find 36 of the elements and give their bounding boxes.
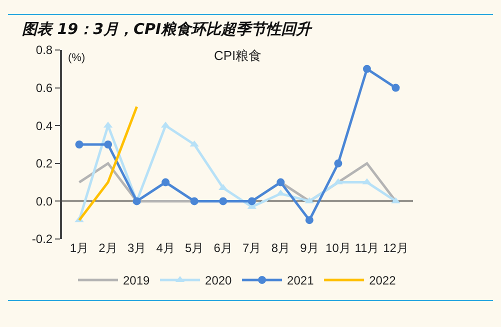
point <box>248 197 256 206</box>
legend-label: 2019 <box>123 274 150 288</box>
x-tick-label: 10月 <box>326 241 351 255</box>
point <box>162 178 170 186</box>
legend-label: 2021 <box>287 274 314 288</box>
point <box>190 197 198 206</box>
x-tick-label: 12月 <box>383 241 408 255</box>
x-tick-label: 11月 <box>354 241 380 255</box>
point <box>362 64 371 73</box>
x-tick-label: 7月 <box>242 241 262 255</box>
point <box>219 197 228 206</box>
x-tick-label: 4月 <box>156 241 175 255</box>
x-tick-label: 9月 <box>300 241 319 255</box>
y-tick-label: 0.0 <box>36 194 53 208</box>
y-axis-title: (%) <box>68 52 86 64</box>
point <box>75 140 84 148</box>
chart-title: 图表 19：3月，CPI粮食环比超季节性回升 <box>8 14 493 45</box>
y-tick-label: 0.8 <box>36 43 53 58</box>
point <box>104 140 112 148</box>
point <box>305 216 314 224</box>
y-tick-label: 0.6 <box>36 81 53 95</box>
legend-label: 2020 <box>205 274 232 288</box>
legend-label: 2022 <box>369 274 396 288</box>
point <box>334 159 342 168</box>
point <box>276 178 285 186</box>
x-tick-label: 8月 <box>271 241 290 255</box>
point <box>392 84 400 92</box>
y-tick-label: 0.2 <box>36 156 53 171</box>
x-tick-label: 1月 <box>70 241 89 255</box>
x-tick-label: 6月 <box>214 241 232 255</box>
x-tick-label: 3月 <box>127 241 146 255</box>
x-tick-label: 5月 <box>184 241 204 255</box>
chart-subtitle: CPI粮食 <box>214 48 262 63</box>
y-tick-label: 0.4 <box>36 118 53 133</box>
y-tick-label: -0.2 <box>32 232 53 246</box>
x-tick-label: 2月 <box>98 241 118 255</box>
